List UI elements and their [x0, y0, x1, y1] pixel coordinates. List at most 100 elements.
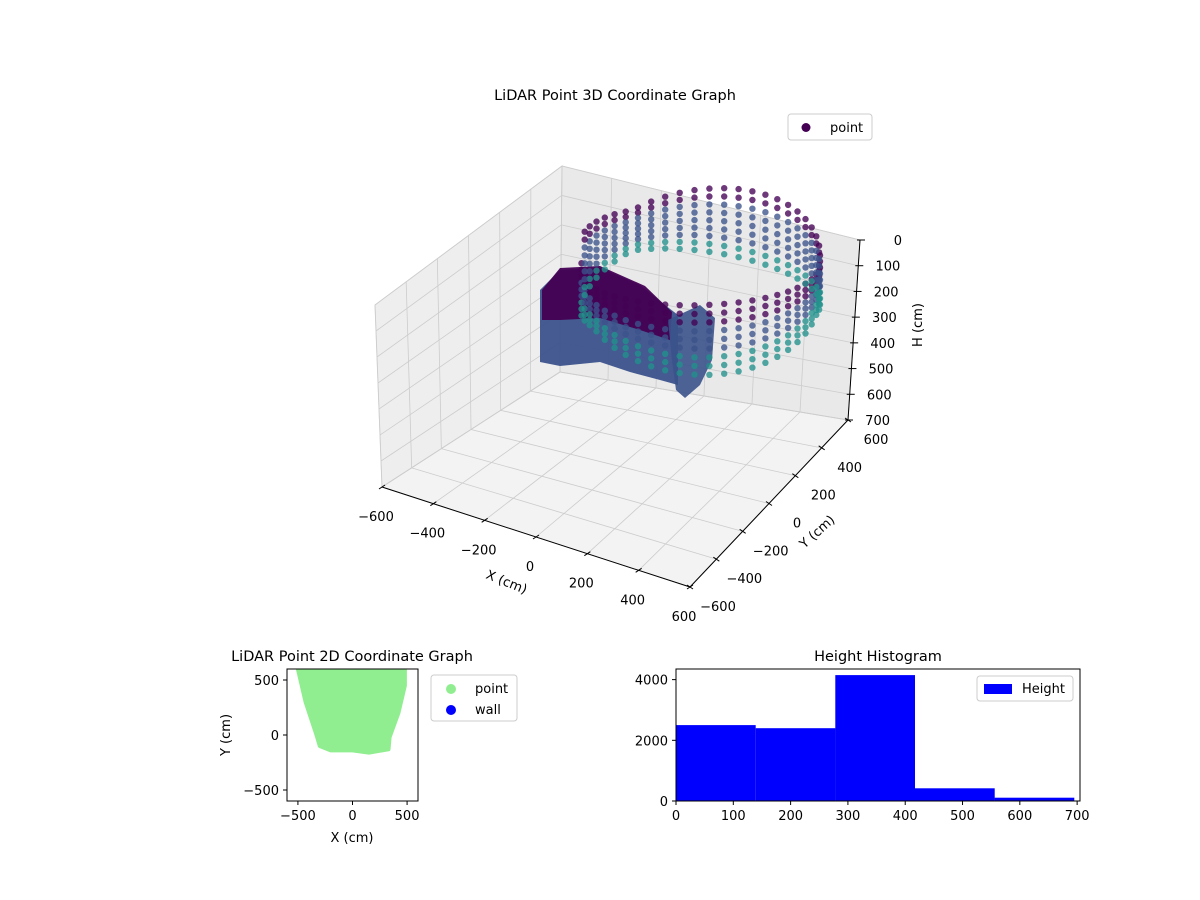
x-tick-label-hist: 400 [893, 809, 918, 824]
point-column [706, 301, 713, 378]
point-3d [634, 246, 642, 253]
histogram-legend-box [976, 675, 1074, 702]
point-3d [634, 225, 642, 232]
point-column [802, 280, 809, 337]
plot-3d: LiDAR Point 3D Coordinate Graph −600 −400… [358, 88, 926, 625]
point-3d [634, 313, 642, 320]
point-3d [691, 209, 698, 216]
point-3d [802, 215, 809, 223]
point-3d [648, 308, 655, 315]
x-tick-label-3d: 0 [526, 560, 534, 575]
point-3d [815, 306, 823, 313]
point-3d [808, 239, 815, 246]
point-3d [735, 368, 742, 375]
y-tick-label-2d: 500 [254, 674, 279, 689]
point-3d [735, 245, 742, 252]
y-tick-label-3d: −400 [726, 572, 762, 587]
point-3d [721, 361, 728, 369]
point-3d [802, 264, 809, 271]
point-3d [808, 285, 815, 293]
point-3d [581, 283, 588, 291]
point-3d [662, 367, 669, 374]
point-3d [774, 248, 781, 255]
point-3d [749, 205, 756, 212]
legend-marker-wall-2d [446, 705, 456, 715]
point-3d [691, 216, 698, 224]
point-3d [601, 313, 608, 320]
point-3d [662, 193, 669, 200]
grid-line-y [530, 390, 822, 449]
point-3d [662, 225, 669, 233]
point-3d [808, 262, 815, 269]
y-tick-label-3d: −600 [700, 600, 736, 615]
point-3d [721, 370, 728, 377]
point-3d [802, 280, 809, 287]
point-3d [622, 296, 629, 303]
point-3d [662, 245, 669, 252]
point-3d [611, 293, 618, 300]
point-3d [676, 189, 683, 196]
y-tick-label-2d: 0 [271, 729, 279, 744]
point-3d [586, 305, 593, 313]
plot-2d-ticks: −500 0 500 −500 0 500 [243, 674, 419, 824]
point-3d [586, 253, 593, 260]
point-3d [601, 319, 608, 326]
grid-line-back [751, 215, 762, 405]
point-3d [662, 358, 669, 366]
point-3d [721, 251, 728, 258]
point-3d [634, 220, 642, 227]
point-3d [622, 245, 629, 252]
point-3d [676, 327, 683, 334]
z-tick-label-3d: 0 [894, 234, 902, 249]
plot-2d-title: LiDAR Point 2D Coordinate Graph [231, 649, 473, 665]
point-3d [721, 218, 728, 225]
point-3d [749, 305, 756, 312]
point-3d [762, 359, 769, 366]
point-3d [581, 305, 588, 312]
point-3d [774, 265, 781, 273]
grid-line-h-left [381, 371, 561, 488]
point-column [784, 288, 792, 354]
grid-line-left [436, 258, 442, 449]
point-3d [813, 291, 820, 298]
point-3d [762, 335, 769, 342]
point-3d [794, 208, 801, 215]
point-3d [691, 371, 698, 378]
point-3d [774, 307, 781, 314]
grid-line-h-left [380, 342, 561, 462]
point-3d [622, 229, 629, 237]
point-3d [586, 283, 593, 290]
point-3d [784, 317, 792, 324]
point-column [813, 233, 820, 298]
point-3d [762, 217, 769, 225]
point-3d [581, 317, 588, 324]
point-column [721, 300, 728, 377]
point-3d [611, 318, 618, 326]
point-3d [762, 294, 769, 302]
point-3d [662, 309, 669, 316]
point-3d [706, 345, 713, 352]
point-3d [593, 317, 600, 324]
point-3d [581, 268, 588, 275]
point-3d [794, 298, 801, 305]
point-3d [586, 260, 593, 267]
point-column [662, 301, 669, 374]
point-3d [735, 342, 742, 349]
point-column [676, 189, 683, 253]
point-3d [749, 257, 756, 264]
point-3d [634, 204, 642, 211]
point-3d [586, 245, 593, 252]
point-3d [648, 204, 655, 211]
point-3d [774, 314, 781, 322]
point-3d [601, 240, 608, 247]
point-3d [784, 218, 792, 226]
y-tick-label-3d: 600 [864, 433, 889, 448]
point-3d [648, 323, 655, 331]
point-3d [749, 347, 756, 354]
point-3d [662, 206, 669, 213]
point-3d [802, 272, 809, 279]
histogram-legend: Height [976, 675, 1074, 702]
point-3d [622, 213, 629, 221]
z-tick-label-3d: 400 [870, 337, 895, 352]
z-tick-label-3d: 100 [875, 260, 900, 275]
